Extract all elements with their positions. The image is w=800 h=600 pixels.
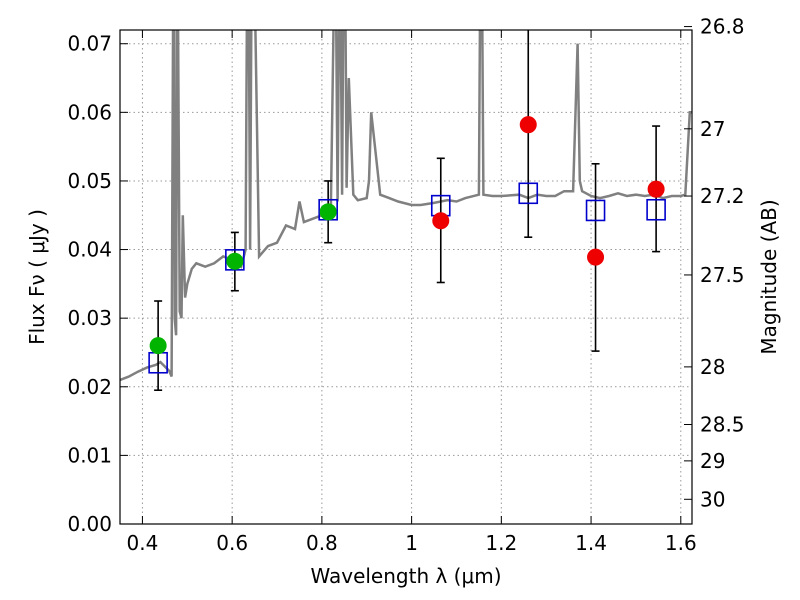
y-tick-label: 0.00 bbox=[67, 512, 112, 536]
plot-frame bbox=[119, 29, 693, 525]
y-axis-right: 26.8 27 27.2 27.5 28 28.5 29 30 bbox=[684, 15, 745, 511]
x-tick-label: 0.6 bbox=[216, 531, 248, 555]
y2-tick-label: 27.2 bbox=[700, 184, 745, 208]
observed-points-red bbox=[432, 116, 665, 266]
model-square bbox=[225, 249, 245, 271]
observed-point-red bbox=[432, 212, 450, 230]
y2-axis-title: Magnitude (AB) bbox=[757, 199, 781, 354]
y2-tick-label: 27 bbox=[700, 117, 725, 141]
observed-point-green bbox=[149, 337, 167, 355]
observed-point-green bbox=[319, 203, 337, 221]
y-tick-label: 0.01 bbox=[67, 443, 112, 467]
y2-tick-label: 26.8 bbox=[700, 15, 745, 39]
model-square bbox=[585, 199, 606, 222]
y-tick-label: 0.06 bbox=[67, 100, 112, 124]
observed-point-red bbox=[647, 180, 665, 198]
x-tick-label: 0.8 bbox=[306, 531, 338, 555]
model-photometry-squares bbox=[148, 182, 666, 374]
y2-tick-label: 30 bbox=[700, 487, 725, 511]
model-spectrum-line bbox=[120, 30, 692, 382]
observed-points-green bbox=[149, 203, 337, 355]
y2-tick-label: 28 bbox=[700, 355, 725, 379]
x-tick-label: 1.4 bbox=[575, 531, 607, 555]
y-tick-label: 0.05 bbox=[67, 169, 112, 193]
y-tick-label: 0.02 bbox=[67, 375, 112, 399]
observed-point-red bbox=[587, 248, 605, 266]
model-square bbox=[518, 182, 539, 205]
y-axis-title: Flux Fν ( μJy ) bbox=[25, 209, 49, 345]
y-axis-left: 0.00 0.01 0.02 0.03 0.04 0.05 0.06 0.07 bbox=[67, 32, 128, 536]
plot-area bbox=[120, 30, 692, 392]
y-tick-label: 0.07 bbox=[67, 32, 112, 56]
x-axis-title: Wavelength λ (μm) bbox=[310, 564, 501, 588]
x-tick-label: 0.4 bbox=[127, 531, 159, 555]
plot-background bbox=[120, 30, 692, 524]
y2-tick-label: 28.5 bbox=[700, 413, 745, 437]
y-tick-label: 0.04 bbox=[67, 238, 112, 262]
x-tick-label: 1.6 bbox=[665, 531, 697, 555]
observed-point-red bbox=[519, 116, 537, 134]
observed-point-green bbox=[226, 252, 244, 270]
y2-tick-label: 29 bbox=[700, 449, 725, 473]
x-tick-label: 1.2 bbox=[485, 531, 517, 555]
x-tick-label: 1 bbox=[405, 531, 418, 555]
x-axis: 0.4 0.6 0.8 1 1.2 1.4 1.6 bbox=[127, 30, 697, 555]
y2-tick-label: 27.5 bbox=[700, 263, 745, 287]
y-tick-label: 0.03 bbox=[67, 306, 112, 330]
model-square bbox=[646, 198, 666, 221]
